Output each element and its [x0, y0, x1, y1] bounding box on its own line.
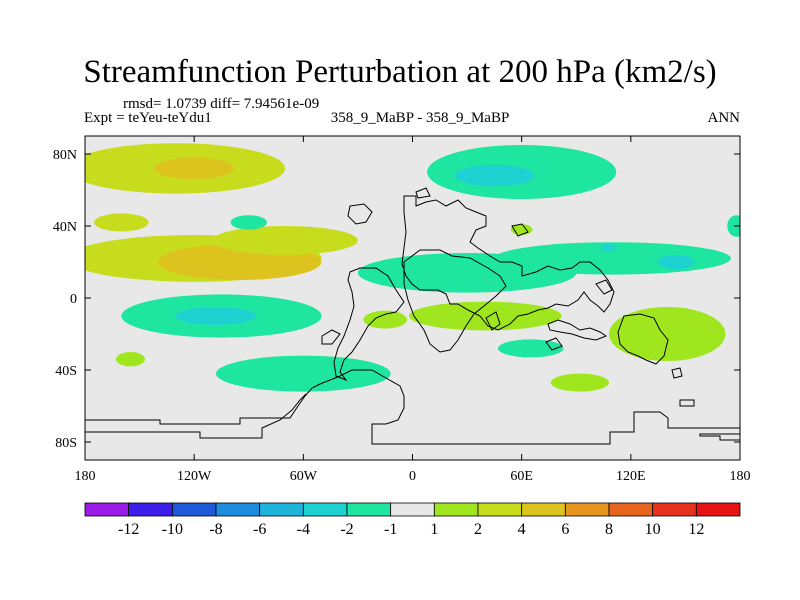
- colorbar-swatch: [433, 502, 479, 517]
- colorbar-swatch: [346, 502, 392, 517]
- contour-region-4: [212, 226, 358, 255]
- contour-region-1: [154, 157, 235, 180]
- contour-region-21: [498, 339, 564, 358]
- colorbar-label: -4: [297, 521, 310, 538]
- colorbar: -12 -10 -8 -6 -4 -2 -1 1 2 4 6 8 10 12: [84, 502, 741, 538]
- contour-region-19: [363, 310, 408, 329]
- x-tick-label: 180: [75, 469, 96, 484]
- contour-region-11: [601, 244, 617, 252]
- colorbar-swatch: [477, 502, 523, 517]
- colorbar-swatch: [171, 502, 217, 517]
- contour-fill-layer: [85, 143, 740, 392]
- contour-region-20: [408, 301, 562, 331]
- y-tick-label: 0: [70, 292, 77, 307]
- colorbar-label: 8: [605, 521, 613, 538]
- contour-region-8: [454, 164, 535, 187]
- colorbar-swatch: [84, 502, 130, 517]
- colorbar-swatch: [302, 502, 348, 517]
- colorbar-swatch: [128, 502, 173, 517]
- colorbar-label: 10: [645, 521, 661, 538]
- y-tick-label: 80N: [53, 148, 77, 163]
- rmsd-diff-stats: rmsd= 1.0739 diff= 7.94561e-09: [123, 96, 320, 112]
- colorbar-label: -2: [340, 521, 353, 538]
- contour-region-16: [175, 307, 257, 325]
- x-tick-label: 0: [409, 469, 416, 484]
- colorbar-swatch: [215, 502, 261, 517]
- y-tick-label: 40S: [55, 364, 77, 379]
- x-tick-label: 60W: [290, 469, 318, 484]
- contour-region-6: [230, 215, 267, 230]
- contour-region-18: [115, 352, 146, 367]
- colorbar-label: 1: [430, 521, 438, 538]
- colorbar-label: -10: [162, 521, 183, 538]
- colorbar-label: 4: [518, 521, 526, 538]
- season-label: ANN: [707, 110, 741, 126]
- colorbar-swatch: [390, 502, 435, 517]
- contour-region-17: [216, 355, 391, 392]
- colorbar-label: -8: [209, 521, 222, 538]
- colorbar-label: 12: [688, 521, 704, 538]
- x-tick-label: 120E: [616, 469, 646, 484]
- coastline-layer: [85, 187, 740, 445]
- case-comparison-label: 358_9_MaBP - 358_9_MaBP: [330, 110, 510, 126]
- colorbar-label: -12: [118, 521, 139, 538]
- contour-region-5: [94, 213, 149, 232]
- axes-layer: 180 120W 60W 0 60E 120E 180 80N 40N 0 40S 80S: [53, 136, 751, 484]
- chart-title: Streamfunction Perturbation at 200 hPa (…: [83, 54, 717, 90]
- contour-region-12: [658, 254, 695, 270]
- colorbar-swatch: [521, 502, 566, 517]
- y-tick-label: 80S: [55, 436, 77, 451]
- colorbar-swatch: [564, 502, 610, 517]
- contour-region-13: [727, 215, 740, 237]
- contour-region-23: [609, 307, 726, 361]
- colorbar-swatch: [608, 502, 654, 517]
- contour-region-22: [550, 373, 610, 392]
- colorbar-label: 2: [474, 521, 482, 538]
- colorbar-swatch: [259, 502, 304, 517]
- colorbar-label: 6: [561, 521, 569, 538]
- experiment-label: Expt = teYeu-teYdu1: [84, 110, 212, 126]
- colorbar-label: -6: [253, 521, 266, 538]
- x-tick-label: 60E: [510, 469, 533, 484]
- colorbar-swatch: [695, 502, 741, 517]
- y-tick-label: 40N: [53, 220, 77, 235]
- colorbar-label: -1: [384, 521, 397, 538]
- x-tick-label: 180: [730, 469, 751, 484]
- colorbar-swatch: [652, 502, 697, 517]
- x-tick-label: 120W: [177, 469, 212, 484]
